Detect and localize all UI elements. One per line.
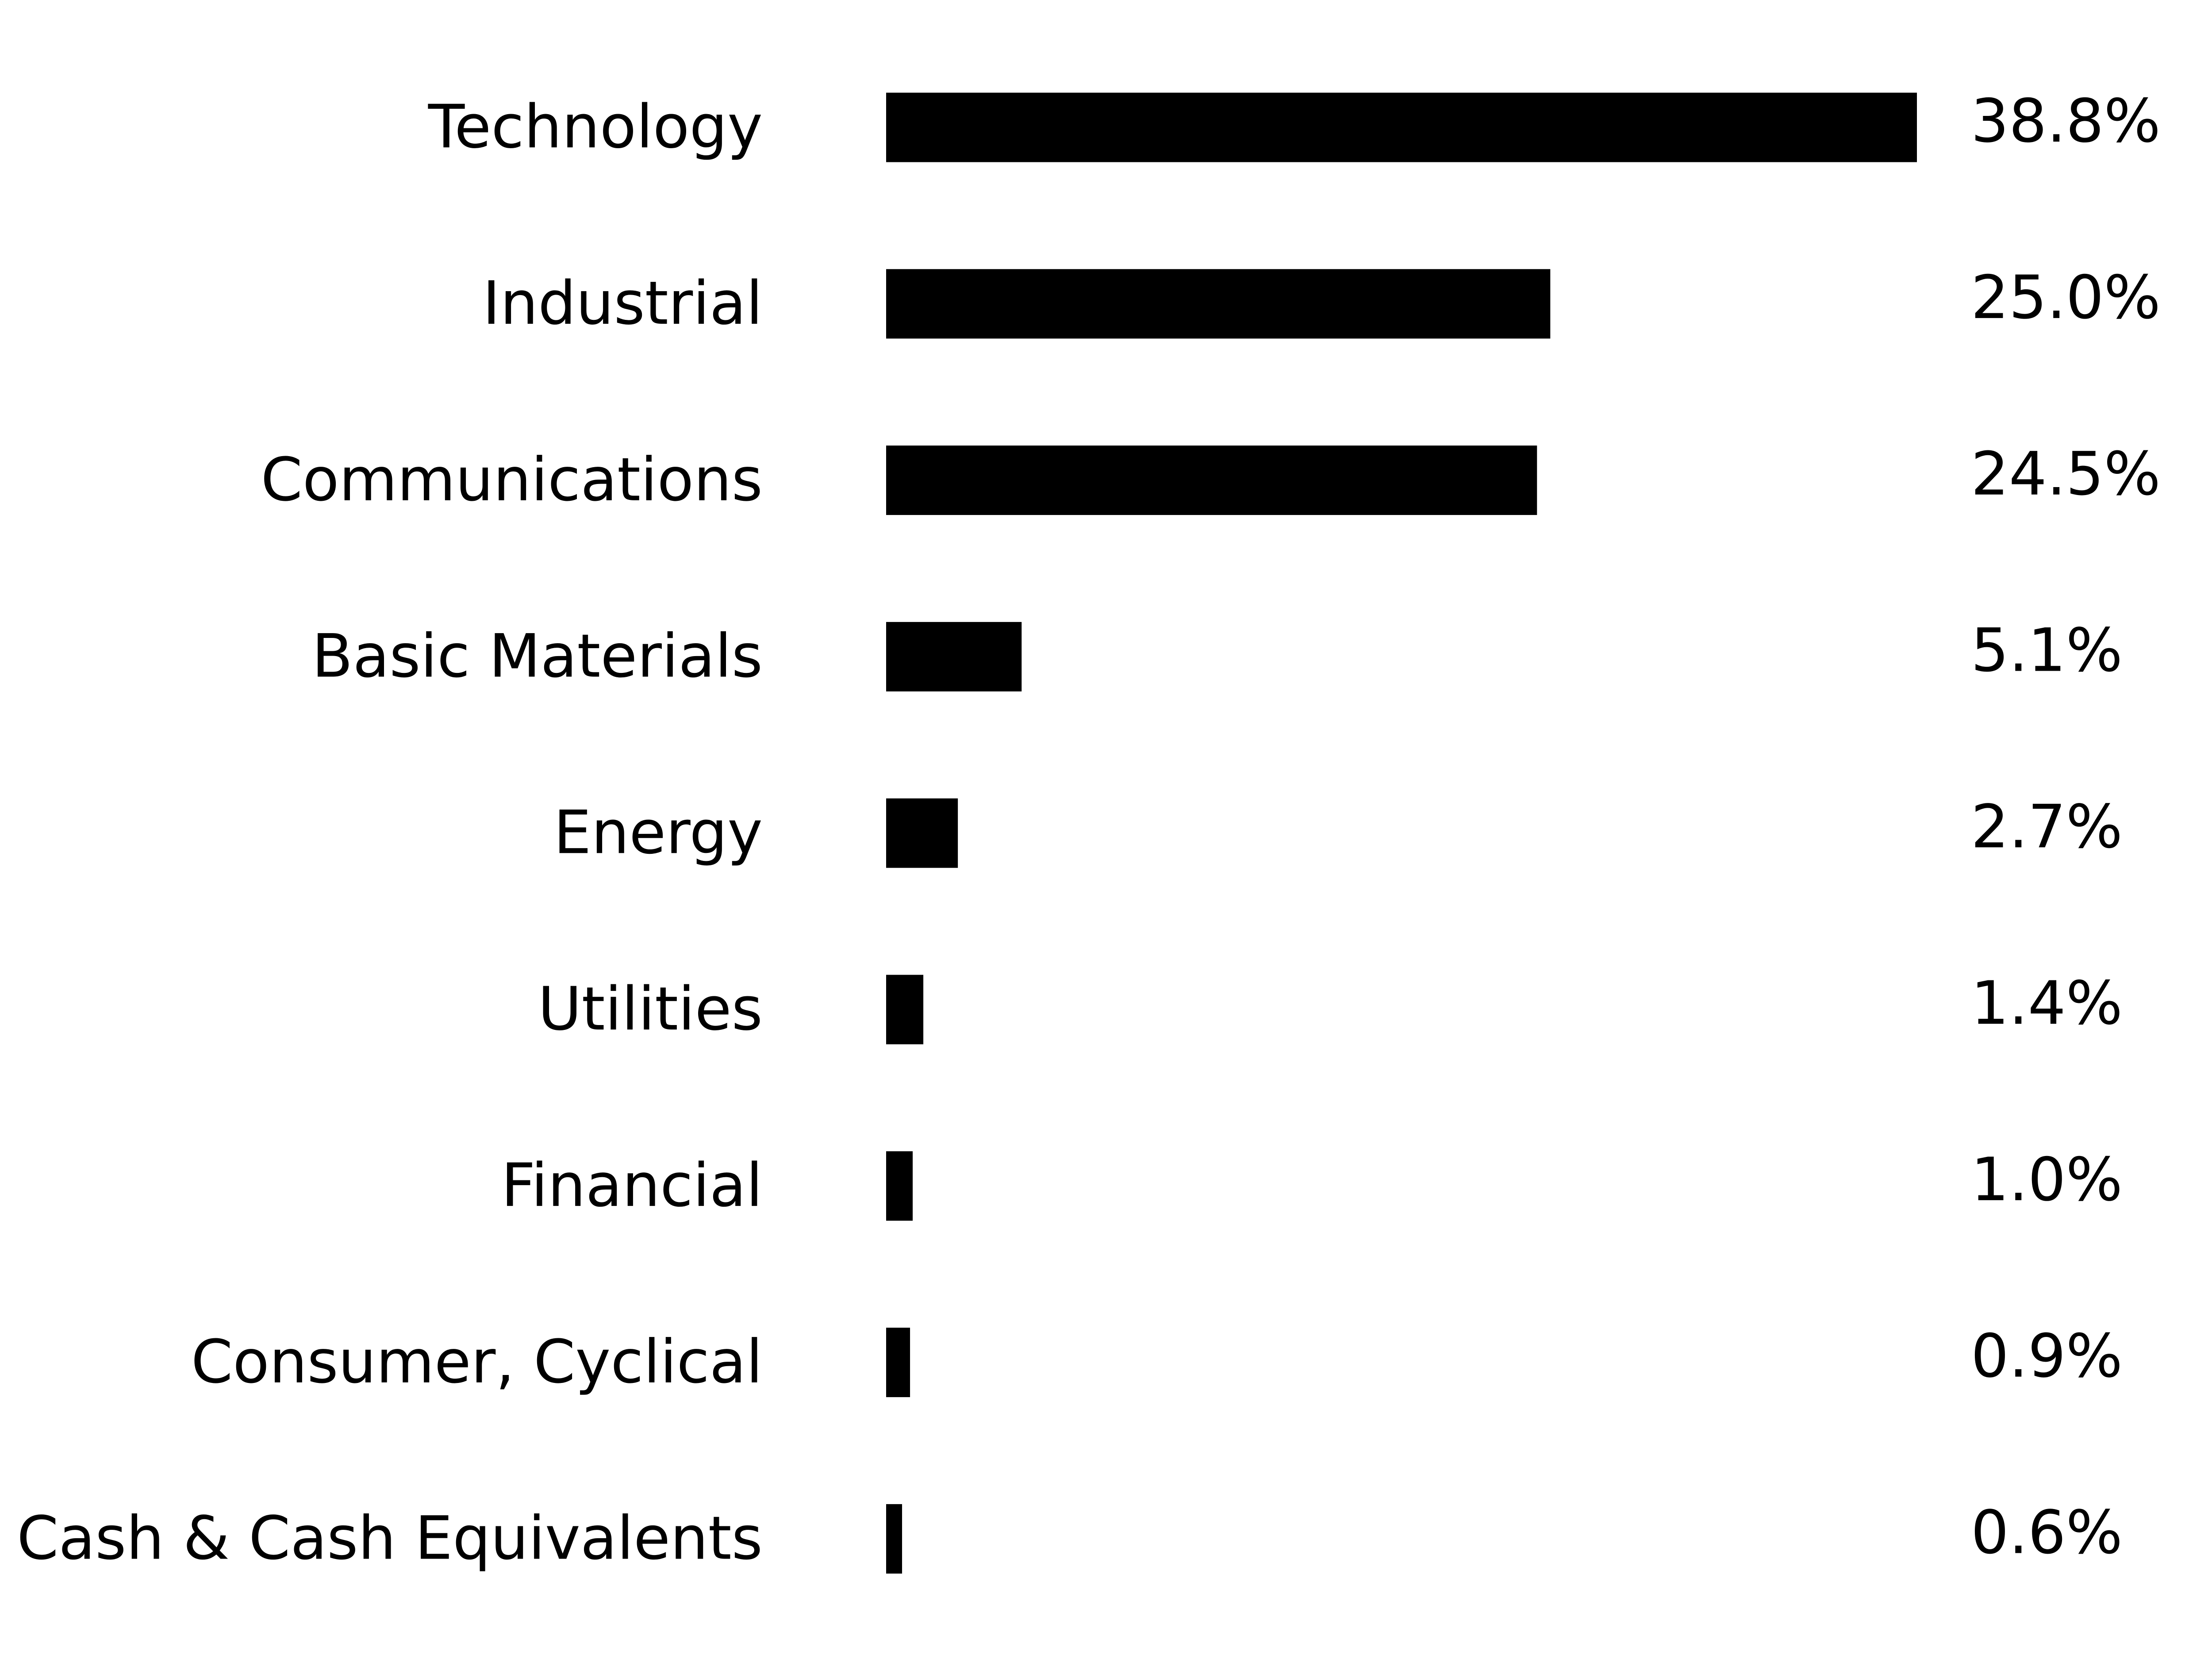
category-label: Industrial [483, 269, 763, 338]
value-label: 38.8% [1971, 86, 2161, 156]
bar [886, 1504, 902, 1574]
bar [886, 1328, 910, 1398]
bar [886, 1151, 913, 1221]
value-label: 24.5% [1971, 439, 2161, 509]
bar [886, 269, 1551, 339]
bar [886, 798, 958, 868]
category-label: Basic Materials [312, 621, 763, 691]
category-label: Financial [501, 1151, 763, 1220]
value-label: 2.7% [1971, 792, 2123, 861]
value-label: 5.1% [1971, 615, 2123, 685]
category-label: Consumer, Cyclical [191, 1327, 763, 1397]
category-label: Communications [261, 445, 763, 515]
category-label: Energy [553, 798, 763, 867]
value-label: 0.6% [1971, 1498, 2123, 1567]
value-label: 0.9% [1971, 1321, 2123, 1391]
value-label: 25.0% [1971, 263, 2161, 332]
category-label: Technology [428, 92, 763, 161]
bar [886, 445, 1537, 515]
category-label: Cash & Cash Equivalents [17, 1503, 763, 1573]
bar [886, 975, 924, 1045]
value-label: 1.0% [1971, 1145, 2123, 1214]
bar [886, 622, 1022, 691]
category-label: Utilities [538, 974, 763, 1044]
value-label: 1.4% [1971, 968, 2123, 1038]
bar [886, 92, 1917, 162]
